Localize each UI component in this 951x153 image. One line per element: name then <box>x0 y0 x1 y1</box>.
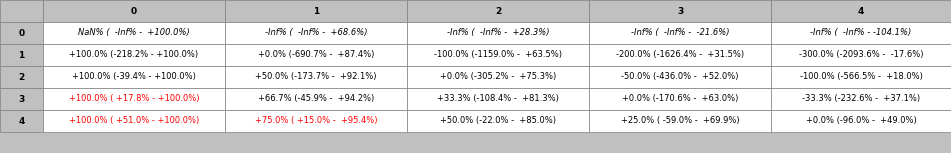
Text: NaN% (  -Inf% -  +100.0%): NaN% ( -Inf% - +100.0%) <box>78 28 190 37</box>
Text: +100.0% (-39.4% - +100.0%): +100.0% (-39.4% - +100.0%) <box>72 73 196 82</box>
Text: 4: 4 <box>18 116 25 125</box>
Text: +75.0% ( +15.0% -  +95.4%): +75.0% ( +15.0% - +95.4%) <box>255 116 378 125</box>
Bar <box>0 88 43 110</box>
Bar <box>407 0 589 22</box>
Text: +50.0% (-173.7% -  +92.1%): +50.0% (-173.7% - +92.1%) <box>255 73 377 82</box>
Bar <box>589 22 771 44</box>
Bar <box>0 110 43 132</box>
Bar <box>407 44 589 66</box>
Bar <box>43 66 225 88</box>
Bar <box>43 22 225 44</box>
Bar <box>43 88 225 110</box>
Text: +0.0% (-305.2% -  +75.3%): +0.0% (-305.2% - +75.3%) <box>440 73 556 82</box>
Text: 4: 4 <box>858 6 864 15</box>
Bar <box>43 44 225 66</box>
Bar <box>407 66 589 88</box>
Bar <box>589 66 771 88</box>
Bar <box>0 44 43 66</box>
Bar <box>0 22 43 44</box>
Text: -300.0% (-2093.6% -  -17.6%): -300.0% (-2093.6% - -17.6%) <box>799 50 923 60</box>
Text: 0: 0 <box>131 6 137 15</box>
Bar <box>225 88 407 110</box>
Text: -Inf% (  -Inf% -  +28.3%): -Inf% ( -Inf% - +28.3%) <box>447 28 550 37</box>
Text: +100.0% ( +51.0% - +100.0%): +100.0% ( +51.0% - +100.0%) <box>68 116 199 125</box>
Bar <box>225 22 407 44</box>
Text: +66.7% (-45.9% -  +94.2%): +66.7% (-45.9% - +94.2%) <box>258 95 374 103</box>
Bar <box>0 0 43 22</box>
Text: 0: 0 <box>18 28 25 37</box>
Text: 1: 1 <box>313 6 320 15</box>
Bar <box>43 0 225 22</box>
Text: +0.0% (-690.7% -  +87.4%): +0.0% (-690.7% - +87.4%) <box>258 50 374 60</box>
Bar <box>225 0 407 22</box>
Text: -100.0% (-1159.0% -  +63.5%): -100.0% (-1159.0% - +63.5%) <box>434 50 562 60</box>
Bar <box>771 88 951 110</box>
Bar <box>225 66 407 88</box>
Bar <box>225 44 407 66</box>
Text: 2: 2 <box>18 73 25 82</box>
Text: +0.0% (-96.0% -  +49.0%): +0.0% (-96.0% - +49.0%) <box>805 116 917 125</box>
Text: 3: 3 <box>18 95 25 103</box>
Bar <box>589 88 771 110</box>
Text: +100.0% ( +17.8% - +100.0%): +100.0% ( +17.8% - +100.0%) <box>68 95 200 103</box>
Text: +25.0% ( -59.0% -  +69.9%): +25.0% ( -59.0% - +69.9%) <box>621 116 739 125</box>
Bar <box>771 0 951 22</box>
Bar <box>589 110 771 132</box>
Text: -Inf% (  -Inf% -  -21.6%): -Inf% ( -Inf% - -21.6%) <box>631 28 729 37</box>
Text: 1: 1 <box>18 50 25 60</box>
Text: -Inf% (  -Inf% - -104.1%): -Inf% ( -Inf% - -104.1%) <box>810 28 912 37</box>
Text: 3: 3 <box>677 6 683 15</box>
Bar <box>407 22 589 44</box>
Text: +50.0% (-22.0% -  +85.0%): +50.0% (-22.0% - +85.0%) <box>440 116 556 125</box>
Bar <box>589 44 771 66</box>
Text: 2: 2 <box>495 6 501 15</box>
Bar <box>771 44 951 66</box>
Bar <box>771 22 951 44</box>
Bar <box>407 88 589 110</box>
Text: +0.0% (-170.6% -  +63.0%): +0.0% (-170.6% - +63.0%) <box>622 95 738 103</box>
Text: -200.0% (-1626.4% -  +31.5%): -200.0% (-1626.4% - +31.5%) <box>616 50 744 60</box>
Bar <box>43 110 225 132</box>
Bar <box>589 0 771 22</box>
Text: -50.0% (-436.0% -  +52.0%): -50.0% (-436.0% - +52.0%) <box>621 73 739 82</box>
Text: -Inf% (  -Inf% -  +68.6%): -Inf% ( -Inf% - +68.6%) <box>264 28 367 37</box>
Text: -100.0% (-566.5% -  +18.0%): -100.0% (-566.5% - +18.0%) <box>800 73 922 82</box>
Bar <box>771 66 951 88</box>
Text: +33.3% (-108.4% -  +81.3%): +33.3% (-108.4% - +81.3%) <box>437 95 559 103</box>
Text: +100.0% (-218.2% - +100.0%): +100.0% (-218.2% - +100.0%) <box>69 50 199 60</box>
Bar <box>225 110 407 132</box>
Text: -33.3% (-232.6% -  +37.1%): -33.3% (-232.6% - +37.1%) <box>802 95 920 103</box>
Bar <box>407 110 589 132</box>
Bar <box>771 110 951 132</box>
Bar <box>0 66 43 88</box>
